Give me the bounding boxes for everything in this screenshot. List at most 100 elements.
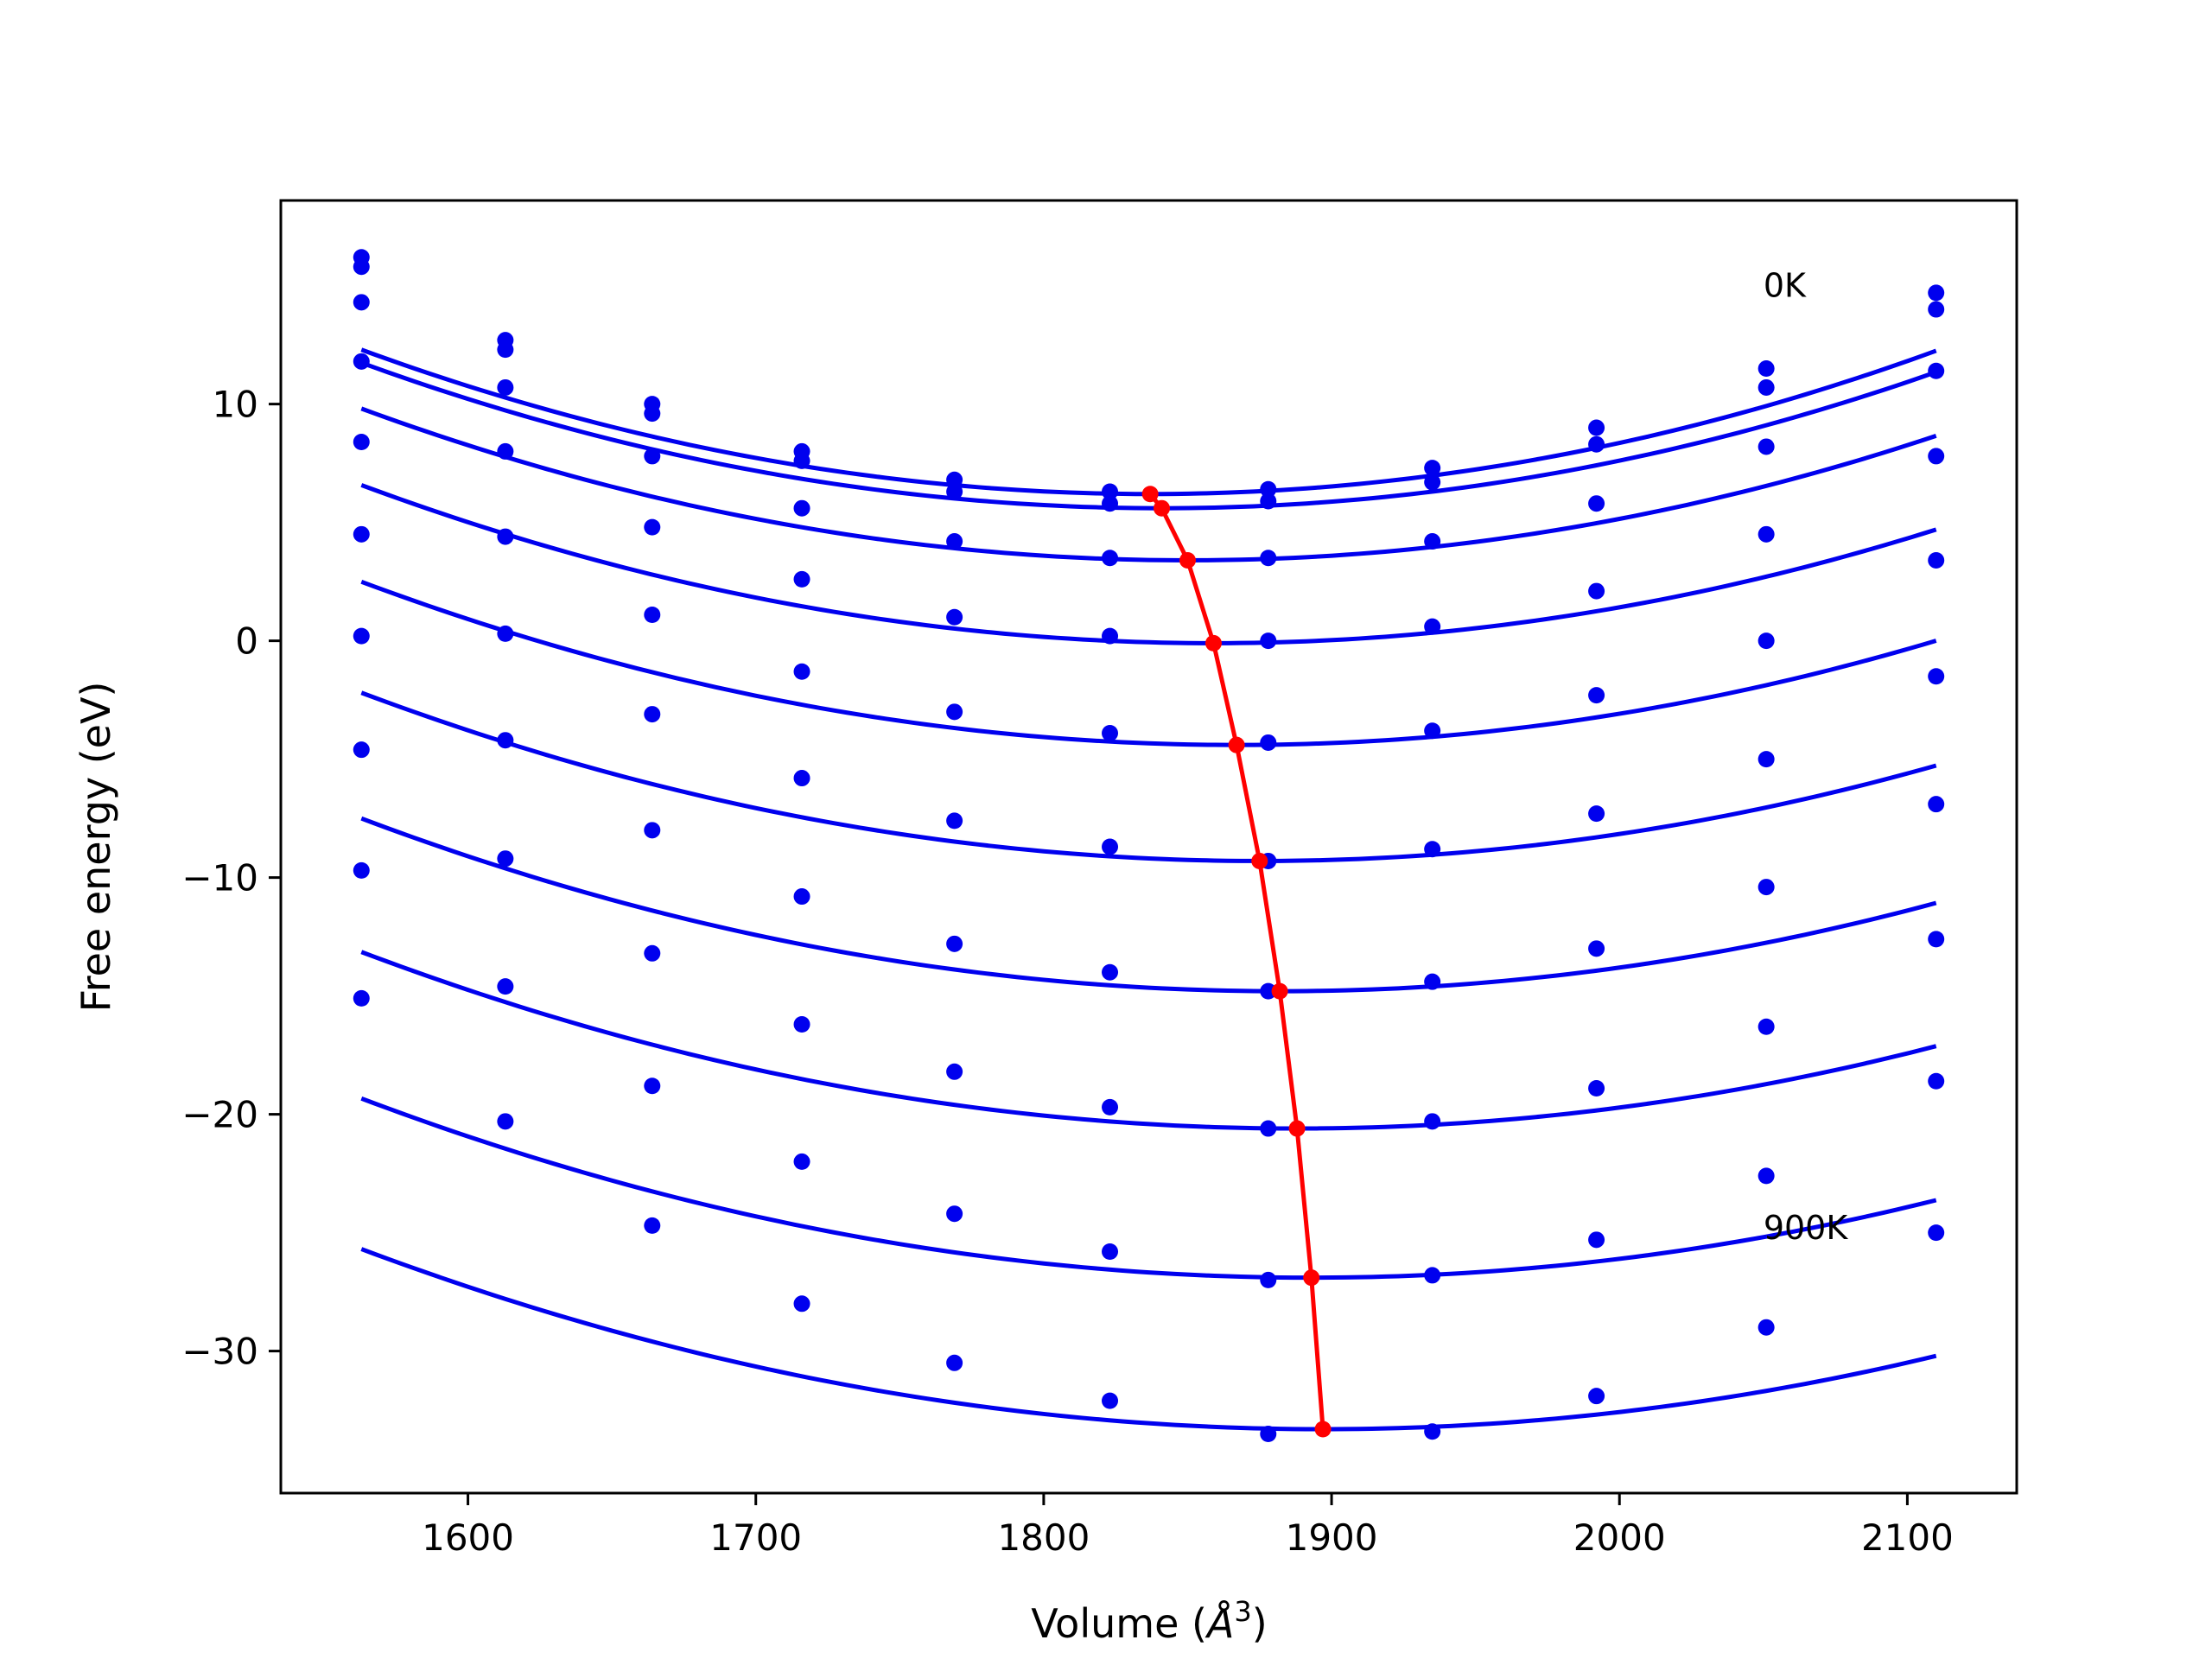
- data-point: [1424, 474, 1441, 491]
- y-tick-label: −30: [181, 1331, 258, 1373]
- data-point: [1758, 1319, 1775, 1336]
- data-point: [1424, 1113, 1441, 1130]
- data-point: [1424, 722, 1441, 740]
- data-point: [1928, 362, 1945, 379]
- data-point: [1424, 618, 1441, 635]
- data-point: [1588, 1079, 1605, 1096]
- series-line-9: [360, 1247, 1937, 1432]
- series-line-3: [360, 483, 1937, 645]
- minimum-point: [1228, 736, 1245, 753]
- plot-marks: [353, 249, 1945, 1443]
- y-tick-label: 10: [213, 384, 258, 426]
- data-point: [793, 770, 810, 787]
- data-point: [1260, 480, 1277, 498]
- data-point: [1758, 751, 1775, 768]
- x-axis-title: Volume (Å3): [1031, 1595, 1267, 1647]
- data-point: [1424, 460, 1441, 477]
- x-tick-label: 1700: [709, 1516, 802, 1559]
- data-point: [1102, 1243, 1119, 1261]
- minimum-point: [1179, 551, 1196, 569]
- curve-annotations: 0K 900K: [1764, 267, 1849, 1247]
- x-tick-label: 2100: [1861, 1516, 1954, 1559]
- data-point: [644, 822, 661, 839]
- data-point: [644, 518, 661, 536]
- data-point: [497, 528, 514, 545]
- data-point: [946, 608, 963, 626]
- data-point: [1588, 687, 1605, 704]
- data-point: [1588, 1388, 1605, 1405]
- data-point: [1758, 1018, 1775, 1035]
- x-tick-label: 1800: [997, 1516, 1090, 1559]
- data-point: [1260, 982, 1277, 1000]
- data-point: [1758, 525, 1775, 543]
- y-axis-title: Free energy (eV): [73, 682, 119, 1013]
- minimum-point: [1251, 852, 1268, 869]
- data-point: [793, 452, 810, 469]
- series-line-6: [360, 816, 1937, 994]
- data-point: [1928, 448, 1945, 465]
- data-point: [1424, 533, 1441, 550]
- data-point: [1758, 378, 1775, 396]
- axes-frame: [279, 199, 2018, 1495]
- data-point: [1102, 1098, 1119, 1116]
- data-point: [497, 625, 514, 642]
- data-point: [497, 341, 514, 359]
- data-point: [1928, 668, 1945, 685]
- data-point: [1588, 582, 1605, 600]
- data-point: [1928, 1072, 1945, 1090]
- data-point: [793, 1015, 810, 1033]
- data-point: [1928, 1224, 1945, 1242]
- data-point: [1424, 973, 1441, 990]
- data-point: [1424, 1423, 1441, 1440]
- minimum-point: [1205, 634, 1222, 652]
- data-point: [1260, 550, 1277, 567]
- data-point: [1928, 284, 1945, 302]
- series-line-4: [360, 579, 1937, 747]
- data-point: [1102, 550, 1119, 567]
- data-point: [353, 989, 370, 1007]
- series-line-2: [360, 406, 1937, 563]
- data-point: [1260, 493, 1277, 510]
- data-point: [644, 448, 661, 465]
- data-point: [1102, 627, 1119, 645]
- minimum-point: [1314, 1421, 1332, 1438]
- data-point: [946, 533, 963, 550]
- data-point: [353, 294, 370, 311]
- data-point: [497, 850, 514, 868]
- data-point: [1102, 963, 1119, 981]
- data-point: [1588, 940, 1605, 957]
- data-point: [644, 405, 661, 423]
- series-line-7: [360, 950, 1937, 1131]
- data-point: [946, 1205, 963, 1223]
- data-point: [1102, 1392, 1119, 1409]
- data-point: [946, 703, 963, 721]
- data-point: [1928, 796, 1945, 813]
- data-point: [793, 1153, 810, 1170]
- data-point: [497, 732, 514, 749]
- series-line-5: [360, 690, 1937, 863]
- data-point: [946, 1354, 963, 1371]
- data-point: [1928, 301, 1945, 318]
- annotation-label: 900K: [1764, 1209, 1849, 1247]
- data-point: [946, 812, 963, 830]
- data-point: [353, 861, 370, 879]
- x-tick-label: 2000: [1573, 1516, 1666, 1559]
- data-point: [793, 570, 810, 588]
- series-line-8: [360, 1096, 1937, 1281]
- data-point: [1102, 483, 1119, 500]
- data-point: [353, 525, 370, 543]
- minimum-point: [1141, 486, 1159, 503]
- annotation-label: 0K: [1764, 267, 1807, 305]
- data-point: [1102, 724, 1119, 741]
- data-point: [644, 944, 661, 962]
- data-point: [1758, 360, 1775, 378]
- data-point: [1424, 1267, 1441, 1284]
- data-point: [793, 1295, 810, 1313]
- data-point: [644, 1217, 661, 1234]
- data-point: [353, 627, 370, 645]
- data-point: [497, 442, 514, 460]
- data-point: [946, 471, 963, 488]
- data-point: [1588, 435, 1605, 453]
- data-point: [946, 1063, 963, 1080]
